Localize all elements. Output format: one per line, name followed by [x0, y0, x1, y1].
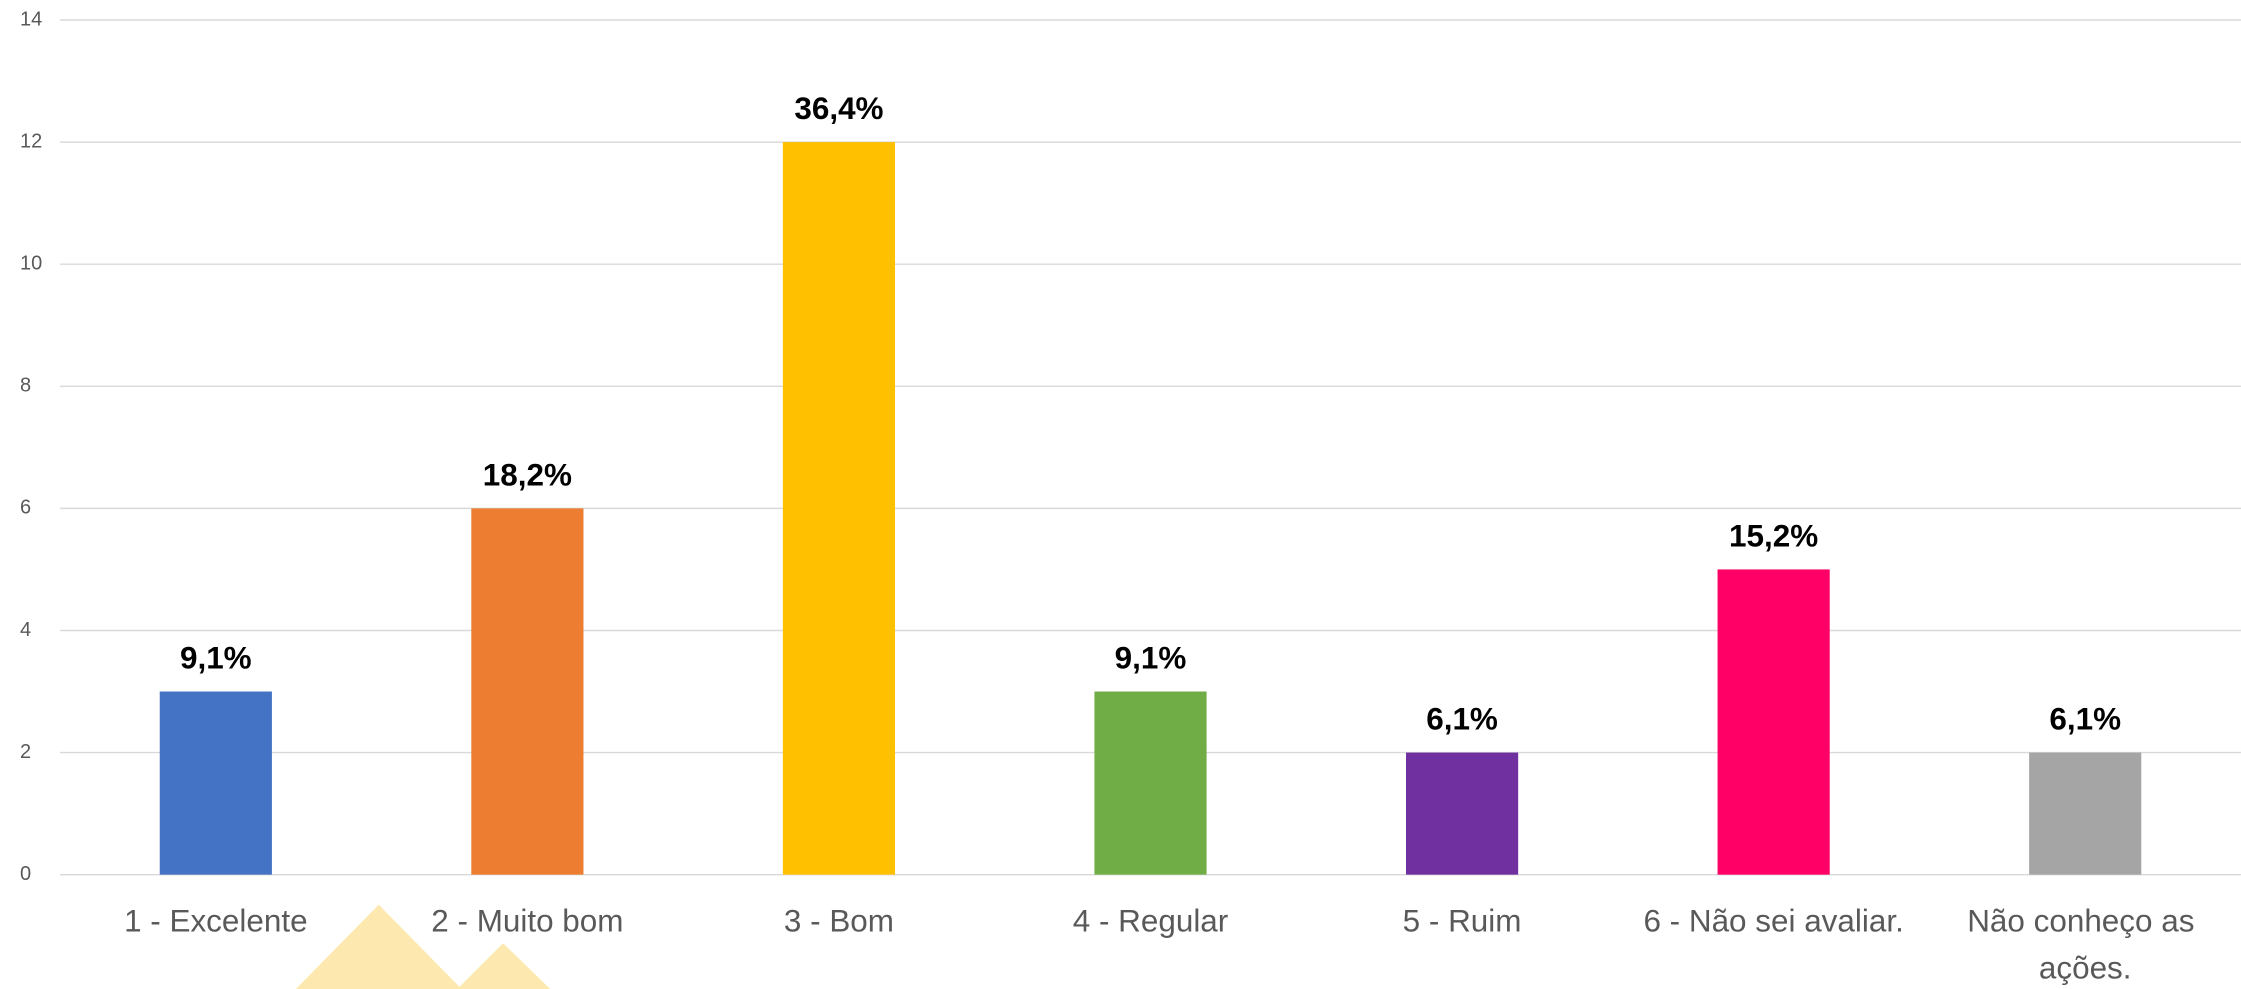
decoration: [295, 904, 462, 989]
bar: [159, 691, 272, 875]
y-tick-label: 4: [20, 619, 31, 641]
y-tick-label: 12: [20, 130, 42, 152]
bar: [1717, 569, 1830, 875]
bar: [1405, 752, 1519, 875]
y-tick-label: 0: [20, 863, 31, 885]
y-tick-label: 8: [20, 375, 31, 397]
decoration: [457, 943, 551, 989]
bar: [471, 508, 584, 875]
x-tick-label: 5 - Ruim: [1403, 904, 1522, 939]
x-tick-label: 4 - Regular: [1073, 904, 1229, 939]
y-tick-label: 14: [20, 8, 42, 30]
x-tick-label: 2 - Muito bom: [431, 904, 623, 939]
value-label: 9,1%: [180, 640, 252, 675]
x-tick-label: 3 - Bom: [784, 904, 894, 939]
y-tick-label: 6: [20, 497, 31, 519]
value-label: 6,1%: [1426, 701, 1498, 736]
bar: [1094, 691, 1207, 875]
bar: [2029, 752, 2142, 875]
x-tick-label: 6 - Não sei avaliar.: [1643, 904, 1903, 939]
value-label: 18,2%: [483, 457, 572, 492]
value-label: 6,1%: [2049, 701, 2121, 736]
value-label: 36,4%: [794, 91, 883, 126]
x-tick-label: 1 - Excelente: [124, 904, 307, 939]
bar: [782, 142, 896, 875]
y-tick-label: 10: [20, 252, 42, 274]
x-tick-label: Não conheço as ações.: [1967, 904, 2203, 986]
value-label: 15,2%: [1729, 518, 1818, 553]
value-label: 9,1%: [1115, 640, 1187, 675]
y-tick-label: 2: [20, 741, 31, 763]
